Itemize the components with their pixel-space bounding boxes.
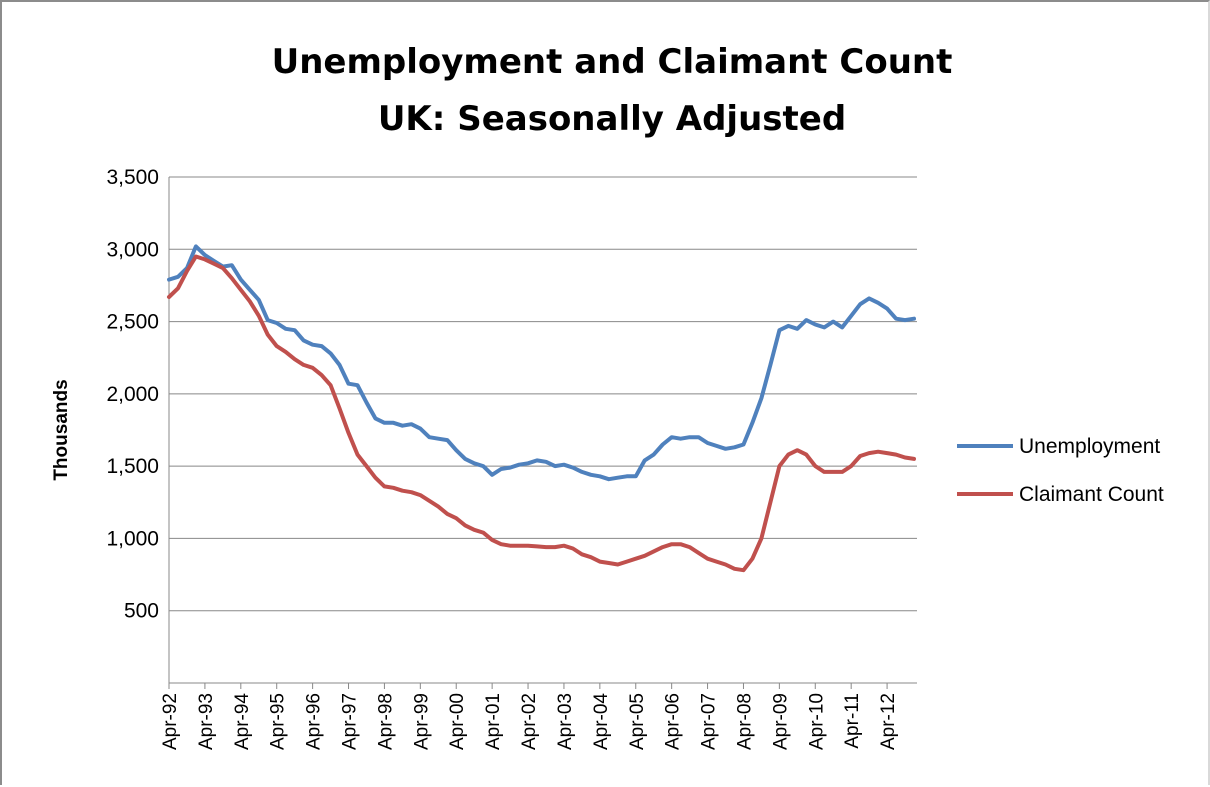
x-tick-label: Apr-05 — [627, 693, 648, 750]
x-tick-label: Apr-07 — [699, 693, 720, 750]
series-lines — [167, 244, 916, 573]
axes — [168, 177, 917, 684]
x-tick-label: Apr-94 — [232, 693, 253, 750]
legend-label-1: Claimant Count — [1019, 483, 1164, 506]
y-axis-ticks: 500 1,000 1,500 2,000 2,500 3,000 3,500 — [106, 166, 159, 623]
y-tick-label: 2,500 — [106, 311, 159, 334]
x-tick-label: Apr-92 — [160, 693, 181, 750]
x-axis-ticks: Apr-92 Apr-93 Apr-94 Apr-95 Apr-96 Apr-97 Apr-… — [160, 683, 899, 750]
y-axis-label: Thousands — [51, 379, 72, 480]
y-tick-label: 1,000 — [106, 527, 159, 550]
chart-title: Unemployment and Claimant Count — [272, 42, 953, 82]
x-tick-label: Apr-11 — [842, 693, 863, 749]
x-tick-label: Apr-06 — [663, 693, 684, 750]
x-tick-label: Apr-96 — [304, 693, 325, 750]
y-tick-label: 500 — [124, 600, 159, 623]
x-tick-label: Apr-01 — [483, 693, 504, 750]
x-tick-label: Apr-09 — [770, 693, 791, 750]
x-tick-label: Apr-00 — [447, 693, 468, 750]
x-tick-label: Apr-04 — [591, 693, 612, 750]
series-line-0 — [167, 244, 916, 482]
y-tick-label: 3,500 — [106, 166, 159, 189]
x-tick-label: Apr-95 — [268, 693, 289, 750]
legend-label-0: Unemployment — [1019, 435, 1160, 458]
x-tick-label: Apr-10 — [806, 693, 827, 750]
gridlines — [169, 176, 917, 612]
y-tick-label: 2,000 — [106, 383, 159, 406]
legend: Unemployment Claimant Count — [957, 435, 1164, 506]
y-tick-label: 1,500 — [106, 455, 159, 478]
x-tick-label: Apr-98 — [375, 693, 396, 750]
x-tick-label: Apr-93 — [196, 693, 217, 750]
x-tick-label: Apr-97 — [340, 693, 361, 750]
x-tick-label: Apr-03 — [555, 693, 576, 750]
chart-subtitle: UK: Seasonally Adjusted — [378, 99, 846, 139]
y-tick-label: 3,000 — [106, 238, 159, 261]
x-tick-label: Apr-02 — [519, 693, 540, 750]
x-tick-label: Apr-08 — [734, 693, 755, 750]
x-tick-label: Apr-12 — [878, 693, 899, 750]
x-tick-label: Apr-99 — [411, 693, 432, 750]
series-line-1 — [167, 254, 916, 573]
